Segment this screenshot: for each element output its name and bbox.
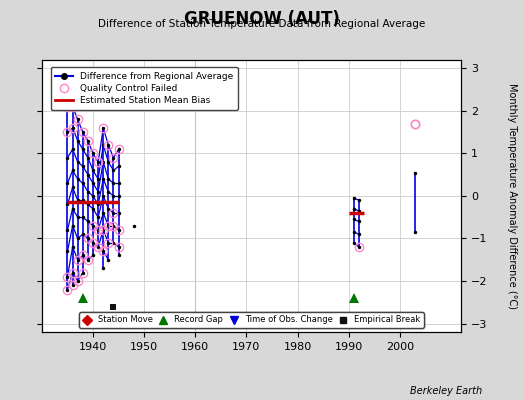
Text: GRUENOW (AUT): GRUENOW (AUT) [184, 10, 340, 28]
Text: Berkeley Earth: Berkeley Earth [410, 386, 482, 396]
Y-axis label: Monthly Temperature Anomaly Difference (°C): Monthly Temperature Anomaly Difference (… [507, 83, 517, 309]
Legend: Station Move, Record Gap, Time of Obs. Change, Empirical Break: Station Move, Record Gap, Time of Obs. C… [79, 312, 424, 328]
Text: Difference of Station Temperature Data from Regional Average: Difference of Station Temperature Data f… [99, 19, 425, 29]
